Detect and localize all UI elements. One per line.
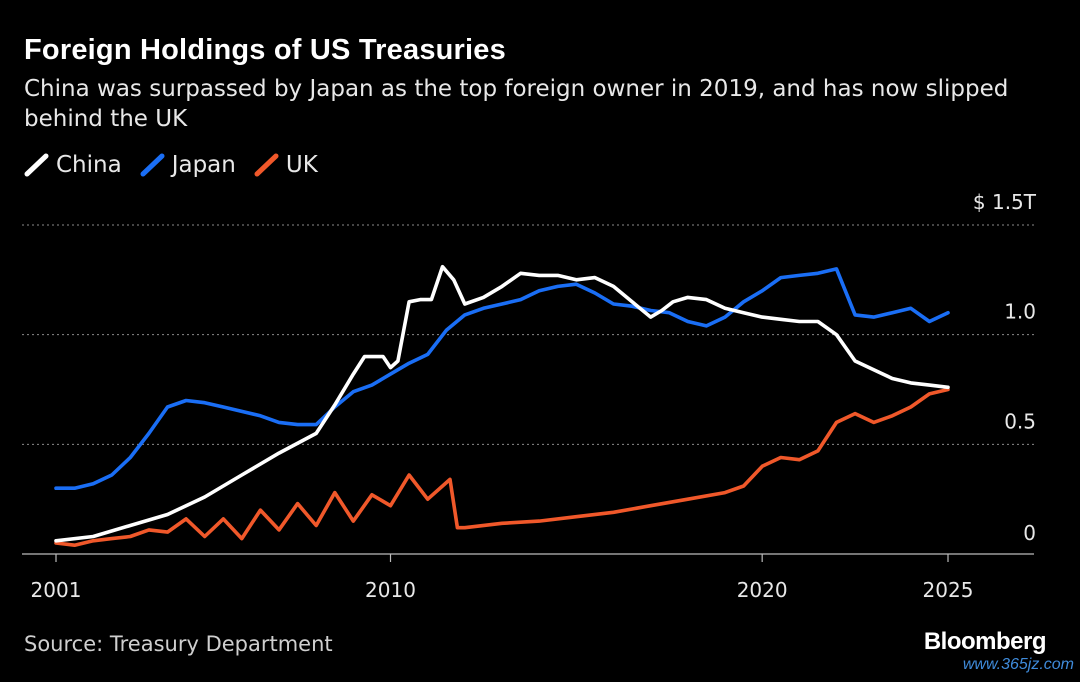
y-tick-label-2: 1.0 — [1004, 300, 1036, 324]
watermark-text: www.365jz.com — [962, 656, 1074, 673]
y-tick-label-3: $ 1.5T — [973, 190, 1037, 214]
y-axis-labels: 0 0.5 1.0 $ 1.5T — [973, 190, 1037, 545]
gridlines — [22, 224, 1034, 445]
bloomberg-logo: Bloomberg — [923, 628, 1047, 655]
series-lines — [54, 264, 950, 547]
legend-item-uk: UK — [254, 152, 318, 178]
y-tick-label-1: 0.5 — [1004, 409, 1036, 433]
x-tick-label-0: 2001 — [31, 578, 82, 602]
legend-swatch-japan-icon — [140, 153, 165, 177]
legend: China Japan UK — [24, 152, 318, 178]
legend-label-uk: UK — [285, 152, 318, 178]
series-line-uk — [54, 387, 950, 547]
legend-label-china: China — [56, 152, 122, 178]
x-tick-label-3: 2025 — [923, 578, 974, 602]
legend-item-japan: Japan — [140, 152, 236, 178]
x-axis: 2001 2010 2020 2025 — [22, 553, 1034, 602]
series-line-japan — [54, 267, 950, 490]
legend-label-japan: Japan — [171, 152, 236, 178]
chart-subtitle: China was surpassed by Japan as the top … — [24, 76, 1009, 132]
legend-item-china: China — [24, 152, 122, 178]
y-tick-label-0: 0 — [1023, 521, 1036, 545]
legend-swatch-china-icon — [24, 153, 49, 177]
legend-swatch-uk-icon — [254, 153, 279, 177]
chart-title: Foreign Holdings of US Treasuries — [24, 34, 506, 66]
x-tick-label-1: 2010 — [365, 578, 416, 602]
x-tick-label-2: 2020 — [737, 578, 788, 602]
series-line-china — [54, 264, 950, 543]
source-note: Source: Treasury Department — [24, 632, 333, 656]
